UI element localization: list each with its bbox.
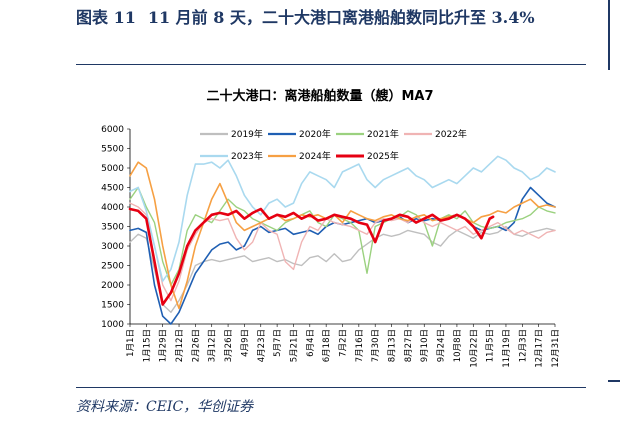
legend-label: 2020年 <box>299 128 331 140</box>
series-line-2025年 <box>128 207 495 306</box>
series-line-2021年 <box>129 186 556 286</box>
y-tick-label: 2000 <box>101 281 124 291</box>
x-tick-label: 3月12日 <box>208 329 218 362</box>
legend-label: 2019年 <box>231 128 263 140</box>
legend: 2019年 2020年 2021年 2022年 2023年 2024年 2025年 <box>200 128 467 162</box>
x-tick-label: 6月18日 <box>322 329 332 362</box>
legend-label: 2025年 <box>367 150 399 162</box>
y-tick-label: 5500 <box>101 145 124 155</box>
x-tick-label: 10月8日 <box>453 329 463 362</box>
y-tick-label: 3000 <box>101 242 124 252</box>
series-line-2024年 <box>129 161 556 310</box>
x-tick-label: 7月30日 <box>371 329 381 362</box>
x-tick-label: 11月19日 <box>502 329 512 368</box>
plot-area <box>128 155 556 325</box>
x-tick-label: 12月17日 <box>535 329 545 368</box>
x-tick-label: 7月2日 <box>339 329 349 357</box>
chart-title: 二十大港口：离港船舶数量（艘）MA7 <box>206 88 433 104</box>
y-tick-label: 1000 <box>101 320 124 330</box>
x-tick-label: 8月27日 <box>404 329 414 362</box>
y-tick-label: 6000 <box>101 125 124 135</box>
y-tick-label: 2500 <box>101 262 124 272</box>
x-tick-label: 9月10日 <box>420 329 430 362</box>
series-line-2019年 <box>129 225 556 314</box>
y-tick-label: 3500 <box>101 223 124 233</box>
figure-number: 图表 11 <box>76 8 136 27</box>
x-axis: 1月1日 1月15日 1月29日 2月12日 2月26日 3月12日 3月26日 4月9日 4月… <box>126 323 561 368</box>
next-figure-edge-bottom <box>608 380 620 382</box>
legend-label: 2023年 <box>231 150 263 162</box>
x-tick-label: 10月22日 <box>469 329 479 368</box>
legend-label: 2022年 <box>435 128 467 140</box>
y-axis: 1000 1500 2000 2500 3000 3500 4000 4500 5000 5500… <box>101 125 131 330</box>
x-tick-label: 8月13日 <box>388 329 398 362</box>
legend-label: 2021年 <box>367 128 399 140</box>
x-tick-label: 5月7日 <box>273 329 283 357</box>
x-tick-label: 1月29日 <box>159 329 169 362</box>
x-tick-label: 4月9日 <box>240 329 250 357</box>
next-figure-edge <box>608 0 620 70</box>
x-tick-label: 3月26日 <box>224 329 234 362</box>
bottom-divider <box>76 387 586 388</box>
source-note: 资料来源：CEIC，华创证券 <box>76 399 254 415</box>
x-tick-label: 1月1日 <box>126 329 136 357</box>
y-tick-label: 4000 <box>101 203 124 213</box>
series-line-2023年 <box>129 155 556 282</box>
x-tick-label: 1月15日 <box>142 329 152 362</box>
chart: 二十大港口：离港船舶数量（艘）MA7 2019年 2020年 2021年 2022年2… <box>101 88 561 368</box>
x-tick-label: 5月21日 <box>289 329 299 362</box>
figure-heading: 图表 11 11 月前 8 天，二十大港口离港船舶数同比升至 3.4% <box>76 4 596 32</box>
x-tick-label: 12月3日 <box>518 329 528 362</box>
x-tick-label: 4月23日 <box>257 329 267 362</box>
y-tick-label: 5000 <box>101 164 124 174</box>
x-tick-label: 12月31日 <box>551 329 561 368</box>
top-divider <box>76 64 586 65</box>
y-tick-label: 1500 <box>101 301 124 311</box>
y-tick-label: 4500 <box>101 184 124 194</box>
x-tick-label: 2月26日 <box>191 329 201 362</box>
x-tick-label: 9月24日 <box>437 329 447 362</box>
x-tick-label: 7月16日 <box>355 329 365 362</box>
figure-title: 11 月前 8 天，二十大港口离港船舶数同比升至 3.4% <box>147 8 535 27</box>
x-tick-label: 11月5日 <box>486 329 496 362</box>
legend-label: 2024年 <box>299 150 331 162</box>
x-tick-label: 6月4日 <box>306 329 316 357</box>
x-tick-label: 2月12日 <box>175 329 185 362</box>
